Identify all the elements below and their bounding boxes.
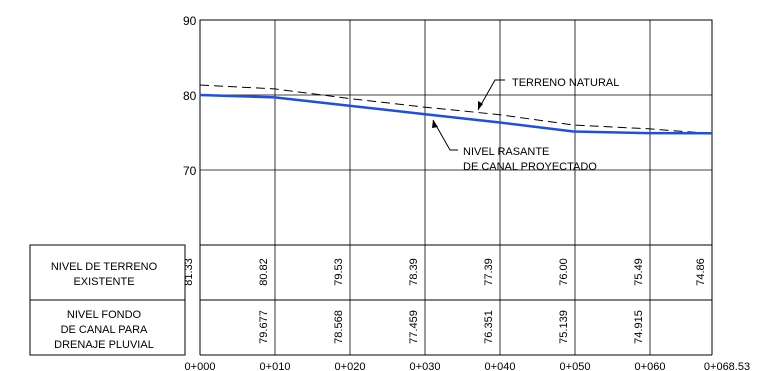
terrain-level-value: 79.53 <box>333 258 345 286</box>
arrow-rasante-icon <box>432 120 438 128</box>
terrain-level-value: 74.86 <box>695 258 707 286</box>
series-layer <box>200 80 712 150</box>
canal-bottom-value: 76.351 <box>483 310 495 344</box>
table-row-2-label-line-1: NIVEL FONDO <box>67 309 142 321</box>
x-station-label: 0+000 <box>185 361 216 371</box>
rasante-canal-line <box>200 95 712 133</box>
terrain-level-value: 80.82 <box>258 258 270 286</box>
leader-rasante <box>433 120 458 150</box>
terrain-level-value: 77.39 <box>483 258 495 286</box>
x-station-label: 0+010 <box>260 361 291 371</box>
x-station-label: 0+060 <box>635 361 666 371</box>
annotation-rasante-line-1: NIVEL RASANTE <box>463 146 549 158</box>
canal-bottom-value: 74.915 <box>633 310 645 344</box>
grid-layer <box>200 20 712 355</box>
canal-bottom-value: 77.459 <box>408 310 420 344</box>
terrain-level-value: 76.00 <box>558 258 570 286</box>
table-row-1-label-line-2: EXISTENTE <box>73 276 134 288</box>
x-station-label: 0+050 <box>560 361 591 371</box>
table-row-1-label-line-1: NIVEL DE TERRENO <box>51 261 158 273</box>
annotation-rasante-line-2: DE CANAL PROYECTADO <box>463 161 597 173</box>
x-station-label: 0+030 <box>410 361 441 371</box>
annotation-terreno-natural: TERRENO NATURAL <box>512 77 619 89</box>
canal-bottom-value: 78.568 <box>333 310 345 344</box>
x-station-label: 0+020 <box>335 361 366 371</box>
terreno-natural-line <box>200 85 712 134</box>
terrain-level-value: 81.33 <box>183 258 195 286</box>
x-station-label: 0+068.53 <box>704 361 750 371</box>
table-row-2-label-line-3: DRENAJE PLUVIAL <box>54 339 154 351</box>
terrain-level-value: 75.49 <box>633 258 645 286</box>
y-tick-label: 90 <box>183 14 197 28</box>
table-row-2-label-line-2: DE CANAL PARA <box>61 324 148 336</box>
x-station-label: 0+040 <box>485 361 516 371</box>
text-layer: TERRENO NATURAL NIVEL RASANTE DE CANAL P… <box>51 77 620 351</box>
canal-bottom-value: 79.677 <box>258 310 270 344</box>
dynamic-labels: 90 80 70 0+000 0+010 0+020 0+030 0+040 0+050 0+06… <box>183 14 750 371</box>
y-tick-label: 80 <box>183 89 197 103</box>
terrain-level-value: 78.39 <box>408 258 420 286</box>
canal-bottom-value: 75.139 <box>558 310 570 344</box>
y-tick-label: 70 <box>183 164 197 178</box>
